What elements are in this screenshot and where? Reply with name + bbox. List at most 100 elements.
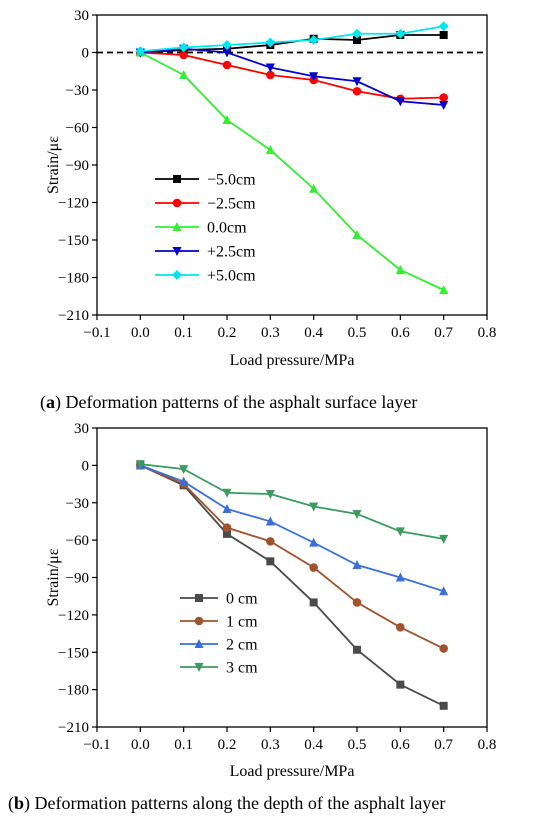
a-legend-swatch-marker [172,270,182,280]
b-data-point [309,563,318,572]
caption-a-text: Deformation patterns of the asphalt surf… [66,392,418,412]
a-data-point [265,145,275,154]
a-legend-swatch-marker [172,222,182,231]
b-y-tick-label: −150 [58,645,89,661]
a-legend-swatch-marker [172,247,182,256]
b-data-point [222,503,232,513]
b-y-tick-label: −180 [58,683,89,699]
a-legend-label: +2.5cm [207,244,256,261]
b-data-point [395,527,405,537]
a-x-tick-label: −0.1 [83,325,110,341]
b-data-point [179,465,189,475]
a-data-point [353,36,361,44]
b-x-tick-label: 0.8 [478,737,497,753]
b-data-point [439,534,449,544]
a-data-point [395,97,405,107]
b-data-point [396,680,405,689]
a-legend-swatch-marker [173,175,181,183]
a-y-tick-label: 30 [74,8,89,24]
a-series-line [139,51,445,291]
b-legend-swatch-marker [194,663,204,672]
a-x-tick-label: 0.5 [348,325,367,341]
b-x-tick-label: 0.5 [348,737,367,753]
b-x-tick-label: 0.7 [434,737,453,753]
b-x-tick-label: −0.1 [83,737,110,753]
b-x-tick-label: 0.4 [304,737,323,753]
a-legend-label: −2.5cm [207,196,256,213]
a-data-point [395,28,406,39]
b-series-line [139,464,445,707]
b-x-tick-label: 0.6 [391,737,410,753]
a-legend-label: −5.0cm [207,172,256,189]
b-legend-swatch-marker [194,639,204,648]
a-x-tick-label: 0.7 [434,325,453,341]
a-x-tick-label: 0.3 [261,325,280,341]
b-data-point [222,523,232,532]
b-data-point [309,598,318,607]
b-data-point [439,586,449,596]
a-data-point [309,183,319,193]
a-data-point [222,60,232,70]
a-data-point [439,101,449,110]
b-data-point [135,460,145,470]
caption-b: (b) Deformation patterns along the depth… [8,793,445,814]
a-x-tick-label: 0.6 [391,325,410,341]
b-x-tick-label: 0.3 [261,737,280,753]
b-data-point [309,502,319,512]
b-data-point [396,623,405,632]
b-data-point [265,490,275,500]
a-y-tick-label: −120 [58,196,89,212]
a-data-point [222,48,232,58]
a-data-point [309,72,319,82]
a-x-tick-label: 0.8 [478,325,497,341]
a-series-line [140,47,444,106]
b-y-tick-label: −60 [66,533,89,549]
b-data-point [179,476,189,486]
chart-b: −0.1 0.0 0.1 0.2 0.3 0.4 0.5 0.6 0.7 0.8 30 0 −30 −60… [45,421,496,780]
a-data-point [178,42,189,53]
a-x-tick-label: 0.1 [174,325,193,341]
a-x-tick-label: 0.2 [218,325,237,341]
a-data-point [266,70,275,80]
caption-b-text: Deformation patterns along the depth of … [35,793,446,813]
b-data-point [352,598,362,607]
a-data-point [352,230,362,239]
b-y-tick-label: −120 [58,608,89,624]
chart-a: −0.1 0.0 0.1 0.2 0.3 0.4 0.5 0.6 0.7 0.8 30 0 −30 −60… [45,8,496,369]
a-data-point [222,40,232,50]
a-data-point [439,31,448,39]
a-y-tick-label: −210 [58,308,89,324]
b-data-point [309,537,319,547]
a-y-tick-label: −150 [58,233,89,249]
b-legend-swatch-marker [195,594,203,602]
b-data-point [266,537,275,546]
a-data-point [222,115,232,124]
b-data-point [439,701,448,710]
a-series-line [140,25,444,53]
b-series-line [140,463,444,540]
a-data-point [438,21,449,32]
b-legend-swatch-marker [194,616,204,626]
b-legend-label: 1 cm [226,614,258,631]
b-data-point [222,488,232,498]
a-data-point [135,46,146,57]
b-data-point [266,557,275,566]
b-x-axis-title: Load pressure/MPa [230,763,355,780]
a-data-point [439,285,449,294]
a-data-point [179,50,188,60]
b-y-axis-title: Strain/με [45,548,62,606]
b-data-point [223,529,231,538]
b-series-line [140,464,444,593]
b-legend-label: 0 cm [226,591,258,608]
a-legend-label: +5.0cm [207,268,256,285]
a-y-tick-label: −180 [58,271,89,287]
caption-b-letter: b [14,793,24,813]
b-y-tick-label: 0 [82,458,90,474]
b-data-point [395,572,405,582]
a-y-tick-label: −30 [66,83,89,99]
a-y-axis-title: Strain/με [45,136,62,194]
a-data-point [352,77,362,87]
b-y-tick-label: −210 [58,720,89,736]
caption-a: (a) Deformation patterns of the asphalt … [40,392,417,413]
